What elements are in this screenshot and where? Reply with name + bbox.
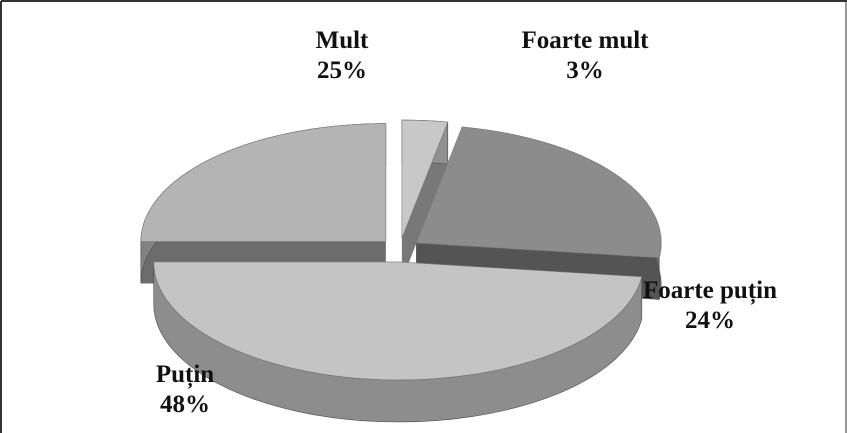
slice-label: Mult 25% [316, 27, 369, 84]
category-label: Foarte mult [521, 27, 649, 54]
slice [140, 123, 387, 242]
value-label: 48% [160, 391, 210, 418]
value-label: 24% [685, 307, 735, 334]
slice [401, 119, 449, 239]
category-label: Puțin [156, 361, 214, 389]
slice-label: Puțin 48% [156, 361, 214, 418]
slice [415, 126, 662, 259]
category-label: Mult [316, 27, 369, 54]
labels: Mult 25% Foarte mult 3% Foarte puțin 24% Puțin… [156, 27, 777, 418]
category-label: Foarte puțin [643, 277, 777, 305]
slice-label: Foarte puțin 24% [643, 277, 777, 334]
pie [140, 119, 662, 423]
value-label: 25% [317, 57, 367, 84]
value-label: 3% [566, 57, 604, 84]
slice [153, 261, 643, 381]
slice-label: Foarte mult 3% [521, 27, 649, 84]
